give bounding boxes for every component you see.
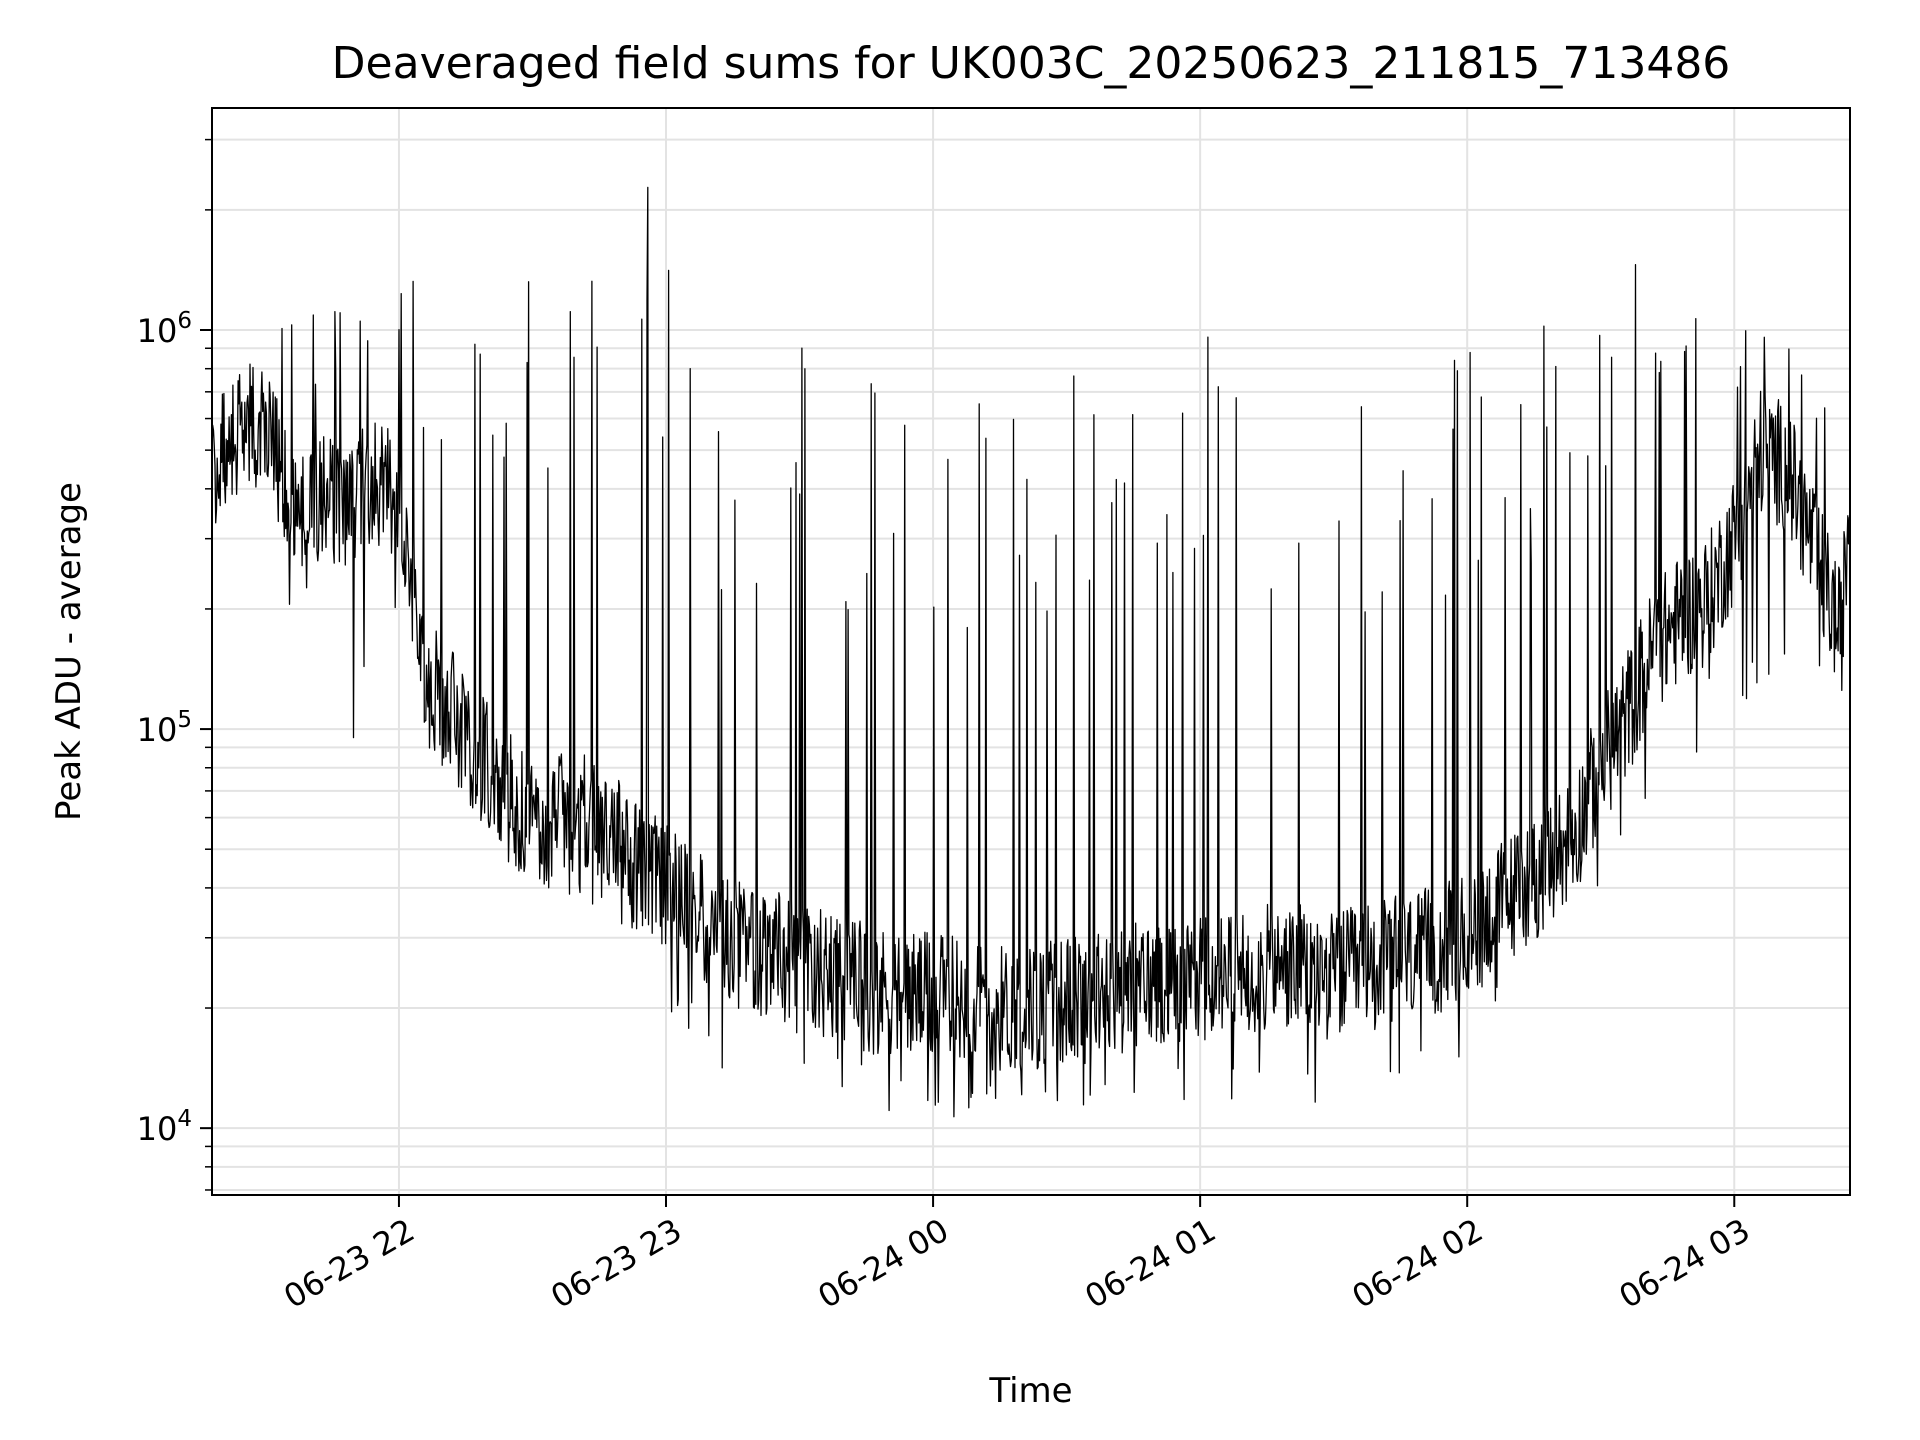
y-tick-base: 10 <box>137 312 178 350</box>
y-tick-label: 104 <box>137 1106 192 1148</box>
y-tick-label: 105 <box>137 707 192 749</box>
x-axis-title: Time <box>988 1371 1072 1411</box>
y-tick-exponent: 4 <box>177 1106 192 1132</box>
series-line <box>211 186 1851 1118</box>
y-tick-label: 106 <box>137 308 192 350</box>
y-axis-title: Peak ADU - average <box>49 482 89 821</box>
y-tick-exponent: 5 <box>177 707 192 733</box>
y-tick-base: 10 <box>137 711 178 749</box>
y-tick-base: 10 <box>137 1110 178 1148</box>
series-layer <box>211 186 1851 1118</box>
plot-frame <box>211 107 1851 1196</box>
chart-title: Deaveraged field sums for UK003C_2025062… <box>332 38 1731 89</box>
y-tick-exponent: 6 <box>177 308 192 334</box>
